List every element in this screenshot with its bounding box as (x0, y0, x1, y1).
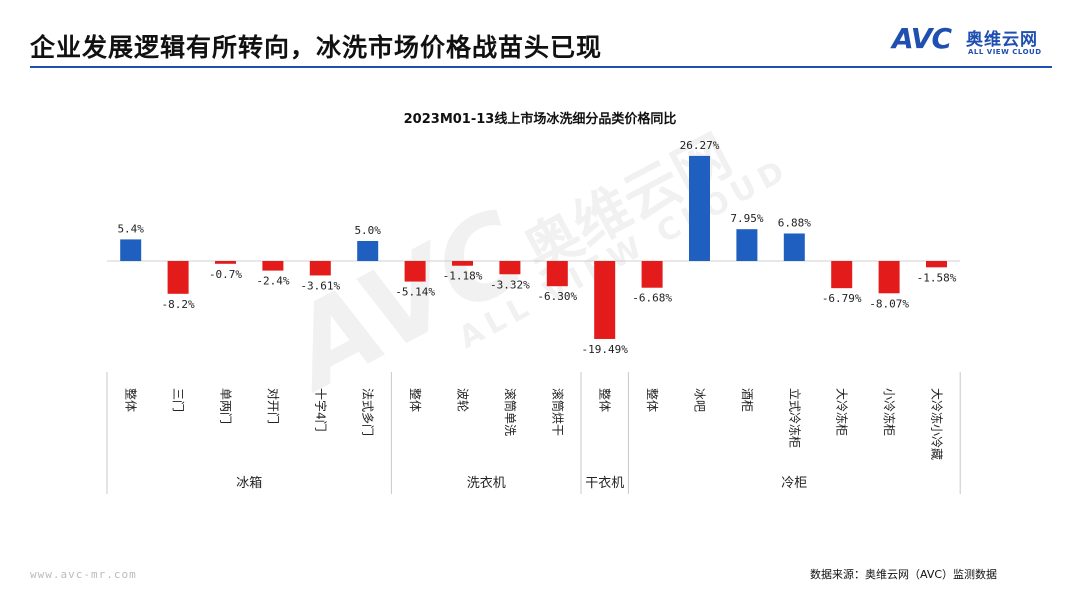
data-label: 6.88% (778, 216, 811, 229)
data-label: -1.58% (917, 271, 957, 284)
data-label: -0.7% (209, 268, 242, 281)
category-label: 整体 (124, 388, 139, 412)
bar (452, 261, 473, 266)
data-label: 5.4% (117, 222, 144, 235)
category-label: 整体 (598, 388, 613, 412)
category-label: 大冷冻柜 (835, 388, 850, 436)
bar (783, 233, 805, 261)
bar (167, 261, 189, 294)
data-label: 26.27% (680, 139, 720, 152)
logo-chinese-name: 奥维云网 (966, 30, 1038, 50)
category-label: 三门 (171, 388, 186, 412)
data-label: -8.2% (162, 298, 195, 311)
data-label: -6.68% (632, 292, 672, 305)
category-label: 小冷冻柜 (882, 388, 897, 436)
footer-url: www.avc-mr.com (30, 568, 137, 581)
chart-title: 2023M01-13线上市场冰洗细分品类价格同比 (403, 112, 677, 127)
bar (262, 261, 284, 271)
category-label: 单两门 (219, 388, 234, 424)
category-label: 滚筒单洗 (503, 388, 518, 436)
bar (689, 155, 710, 261)
category-label: 十字4门 (313, 388, 328, 432)
data-source-note: 数据来源：奥维云网（AVC）监测数据 (810, 568, 998, 581)
data-label: -19.49% (582, 343, 629, 356)
category-label: 滚筒烘干 (550, 388, 565, 436)
bar (215, 261, 236, 264)
data-label: 7.95% (730, 212, 763, 225)
category-label: 对开门 (266, 388, 281, 424)
bar (878, 261, 900, 294)
bar (357, 241, 379, 261)
logo-mark: AVC (892, 22, 952, 55)
category-label: 酒柜 (740, 388, 754, 412)
group-label: 干衣机 (585, 475, 624, 491)
category-label: 冰吧 (693, 388, 707, 412)
bar (120, 239, 142, 261)
data-label: -8.07% (869, 297, 909, 310)
category-label: 立式冷冻柜 (787, 388, 802, 448)
data-label: -3.32% (490, 278, 530, 291)
header-divider (30, 66, 1052, 68)
bar (594, 261, 616, 339)
logo-english-name: ALL VIEW CLOUD (968, 48, 1042, 56)
bar (546, 261, 568, 287)
category-label: 法式多门 (361, 388, 376, 436)
data-label: -1.18% (443, 270, 483, 283)
data-label: -3.61% (300, 279, 340, 292)
bar (831, 261, 853, 289)
bar (309, 261, 331, 276)
group-label: 冷柜 (781, 476, 807, 491)
category-label: 整体 (408, 388, 423, 412)
data-label: -6.30% (537, 290, 577, 303)
data-label: -2.4% (256, 275, 289, 288)
data-label: -6.79% (822, 292, 862, 305)
category-label: 波轮 (456, 388, 470, 412)
category-label: 整体 (645, 388, 660, 412)
data-label: -5.14% (395, 286, 435, 299)
bar (736, 229, 758, 261)
category-label: 大冷冻小冷藏 (930, 388, 945, 460)
bar (926, 261, 947, 268)
bar (499, 261, 521, 275)
page-title: 企业发展逻辑有所转向，冰洗市场价格战苗头已现 (30, 33, 603, 62)
data-label: 5.0% (354, 224, 381, 237)
group-label: 冰箱 (236, 475, 262, 491)
bar (641, 261, 663, 288)
bar (404, 261, 426, 282)
brand-logo: AVC 奥维云网 ALL VIEW CLOUD (892, 22, 1052, 62)
group-label: 洗衣机 (467, 475, 506, 491)
